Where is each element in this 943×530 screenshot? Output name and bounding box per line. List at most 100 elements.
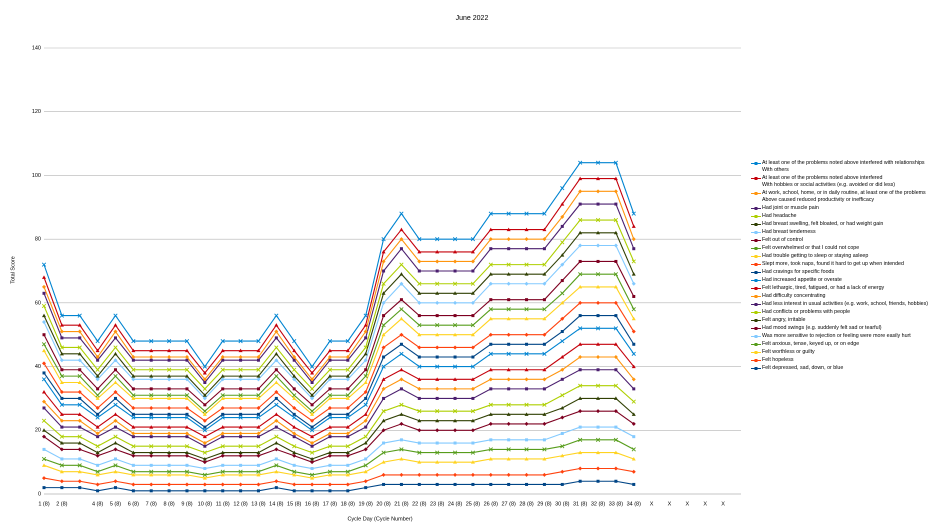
point-marker xyxy=(488,472,493,477)
point-marker xyxy=(524,412,529,416)
point-marker xyxy=(167,358,171,362)
point-marker xyxy=(399,456,404,461)
point-marker xyxy=(524,472,529,477)
point-marker xyxy=(614,314,618,318)
point-marker xyxy=(382,396,386,400)
legend-label: Felt overwhelmed or that I could not cop… xyxy=(762,245,860,251)
x-tick-label: 9 (8) xyxy=(181,501,192,507)
point-marker xyxy=(185,387,189,391)
point-marker xyxy=(310,434,315,439)
point-marker xyxy=(238,415,243,420)
point-marker xyxy=(292,374,297,378)
legend-entry: Had conflicts or problems with people xyxy=(750,309,940,316)
point-marker xyxy=(149,463,153,467)
point-marker xyxy=(578,437,583,442)
point-marker xyxy=(310,377,315,382)
point-marker xyxy=(327,453,332,458)
point-marker xyxy=(256,453,261,458)
legend-marker xyxy=(754,343,758,346)
point-marker xyxy=(578,243,583,248)
legend-entry: Felt worthless or guilty xyxy=(750,349,940,356)
point-marker xyxy=(631,364,636,369)
point-marker xyxy=(59,313,64,318)
point-marker xyxy=(489,387,493,391)
point-marker xyxy=(471,314,475,318)
point-marker xyxy=(345,453,350,458)
point-marker xyxy=(399,472,404,477)
legend-entry: Had cravings for specific foods xyxy=(750,269,940,276)
point-marker xyxy=(166,469,172,474)
point-marker xyxy=(542,342,546,346)
point-marker xyxy=(399,342,403,346)
point-marker xyxy=(167,463,171,467)
point-marker xyxy=(542,402,547,407)
point-marker xyxy=(524,332,529,337)
point-marker xyxy=(542,367,547,372)
legend-entry: At least one of the problems noted above… xyxy=(750,160,940,174)
point-marker xyxy=(578,326,583,331)
x-tick-label: 24 (8) xyxy=(448,501,463,507)
point-marker xyxy=(524,316,529,321)
legend-entry: Had increased appetite or overate xyxy=(750,277,940,284)
point-marker xyxy=(77,434,82,439)
legend-entry: Had trouble getting to sleep or staying … xyxy=(750,253,940,260)
point-marker xyxy=(220,469,225,474)
point-marker xyxy=(131,338,136,344)
x-tick-label: 4 (8) xyxy=(92,501,103,507)
point-marker xyxy=(60,457,64,461)
point-marker xyxy=(274,390,279,395)
point-marker xyxy=(489,247,493,251)
point-marker xyxy=(381,386,386,391)
point-marker xyxy=(382,269,386,273)
point-marker xyxy=(59,390,64,395)
point-marker xyxy=(292,396,297,400)
legend-entry: Had difficulty concentrating xyxy=(750,293,940,300)
point-marker xyxy=(220,453,225,458)
x-tick-label: X xyxy=(686,501,690,507)
point-marker xyxy=(595,437,601,442)
point-marker xyxy=(220,393,225,398)
point-marker xyxy=(488,351,493,356)
point-marker xyxy=(149,348,154,353)
point-marker xyxy=(542,351,547,356)
point-marker xyxy=(613,450,618,455)
point-marker xyxy=(238,367,243,372)
point-marker xyxy=(578,189,583,194)
point-marker xyxy=(560,316,565,321)
point-marker xyxy=(77,380,82,384)
point-marker xyxy=(578,202,582,206)
point-marker xyxy=(113,329,118,334)
point-marker xyxy=(95,377,100,382)
point-marker xyxy=(113,368,117,372)
point-marker xyxy=(202,396,207,401)
point-marker xyxy=(59,351,64,356)
point-marker xyxy=(310,444,314,448)
point-marker xyxy=(381,345,386,350)
point-marker xyxy=(470,332,475,337)
point-marker xyxy=(131,469,136,474)
point-marker xyxy=(470,281,476,286)
legend-symbol xyxy=(751,223,761,226)
point-marker xyxy=(292,463,296,467)
point-marker xyxy=(560,377,564,381)
point-marker xyxy=(381,249,386,254)
point-marker xyxy=(256,482,261,487)
point-marker xyxy=(560,186,565,191)
point-marker xyxy=(60,368,64,372)
point-marker xyxy=(488,211,493,216)
point-marker xyxy=(149,393,154,398)
point-marker xyxy=(42,447,46,451)
point-marker xyxy=(542,227,547,232)
point-marker xyxy=(417,249,422,254)
point-marker xyxy=(506,421,511,426)
point-marker xyxy=(184,469,190,474)
point-marker xyxy=(328,358,332,362)
point-marker xyxy=(435,377,440,381)
x-tick-label: 23 (8) xyxy=(430,501,445,507)
point-marker xyxy=(453,269,457,273)
point-marker xyxy=(524,237,529,242)
point-marker xyxy=(613,300,618,305)
y-tick-label: 40 xyxy=(35,364,41,370)
point-marker xyxy=(131,425,136,429)
